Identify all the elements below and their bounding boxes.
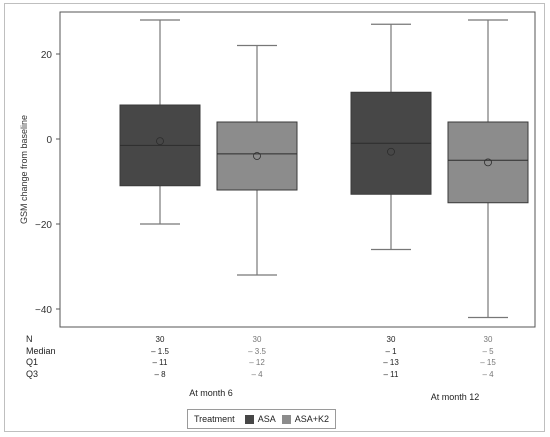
stats-cell-asa-k2-at-month-12-q1: ‒ 15 — [480, 358, 496, 367]
box-asa-k2-at-month-6-mean — [253, 152, 261, 160]
stats-row-label-q1: Q1 — [26, 357, 38, 367]
y-tick-label-40: −40 — [35, 305, 52, 316]
stats-row-label-q3: Q3 — [26, 369, 38, 379]
legend-label-asa: ASA — [257, 414, 276, 424]
legend-swatch-asa — [244, 414, 254, 424]
box-asa-k2-at-month-12-iqr — [447, 121, 529, 204]
stats-cell-asa-at-month-6-n: 30 — [156, 335, 165, 344]
y-tick-label-20: −20 — [35, 220, 52, 231]
box-asa-at-month-6-mean — [156, 137, 164, 146]
x-group-label-month-6: At month 6 — [189, 388, 233, 398]
x-group-label-month-12: At month 12 — [431, 392, 480, 402]
legend: Treatment ASA ASA+K2 — [187, 409, 336, 429]
legend-swatch-asa-k2 — [281, 414, 291, 424]
stats-cell-asa-k2-at-month-6-n: 30 — [253, 335, 262, 344]
stats-row-label-median: Median — [26, 346, 56, 356]
stats-cell-asa-k2-at-month-6-q1: ‒ 12 — [249, 358, 265, 367]
stats-cell-asa-k2-at-month-6-median: ‒ 3.5 — [248, 347, 266, 356]
stats-cell-asa-k2-at-month-12-n: 30 — [484, 335, 493, 344]
stats-cell-asa-at-month-12-median: ‒ 1 — [385, 347, 397, 356]
legend-item-asa-k2: ASA+K2 — [281, 414, 329, 424]
stats-cell-asa-at-month-6-q3: ‒ 8 — [154, 370, 166, 379]
stats-cell-asa-at-month-12-q1: ‒ 13 — [383, 358, 399, 367]
stats-cell-asa-k2-at-month-12-median: ‒ 5 — [482, 347, 494, 356]
stats-cell-asa-at-month-6-median: ‒ 1.5 — [151, 347, 169, 356]
y-axis-title: GSM change from baseline — [19, 115, 29, 224]
box-asa-k2-at-month-12-mean — [484, 158, 492, 167]
legend-title: Treatment — [194, 414, 235, 424]
box-asa-at-month-12-mean — [387, 147, 395, 156]
stats-row-label-n: N — [26, 334, 33, 344]
chart-frame: 20 0 −20 −40 GSM change from baseline N Median… — [4, 3, 545, 432]
stats-cell-asa-k2-at-month-6-q3: ‒ 4 — [251, 370, 263, 379]
y-tick-label-0: 0 — [46, 135, 52, 146]
stats-cell-asa-at-month-12-q3: ‒ 11 — [384, 370, 400, 379]
stats-cell-asa-k2-at-month-12-q3: ‒ 4 — [482, 370, 494, 379]
plot-area-border — [59, 11, 536, 328]
y-tick-label-20: 20 — [41, 50, 53, 61]
legend-item-asa: ASA — [244, 414, 276, 424]
stats-cell-asa-at-month-12-n: 30 — [387, 335, 396, 344]
legend-label-asa-k2: ASA+K2 — [294, 414, 329, 424]
stats-cell-asa-at-month-6-q1: ‒ 11 — [153, 358, 169, 367]
box-asa-k2-at-month-6-iqr — [216, 121, 298, 191]
box-plot-chart: 20 0 −20 −40 GSM change from baseline N Median… — [19, 11, 536, 402]
